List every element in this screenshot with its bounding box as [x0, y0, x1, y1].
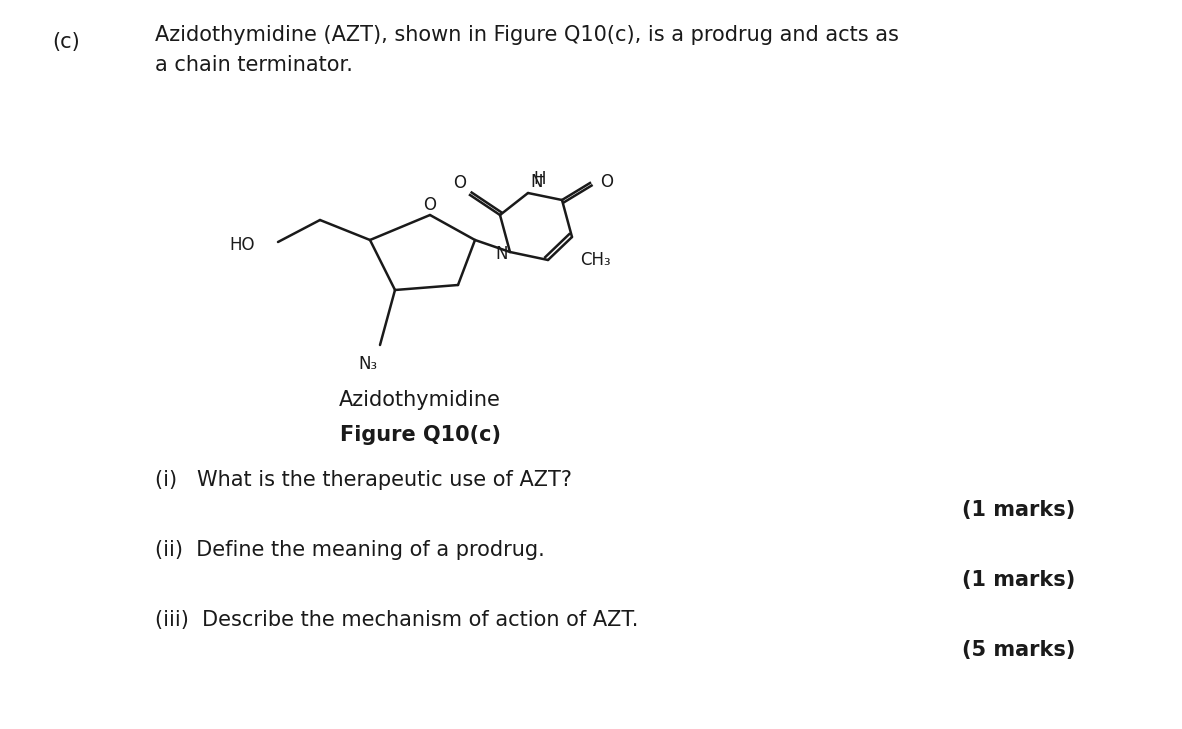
Text: (5 marks): (5 marks) [962, 640, 1074, 660]
Text: HO: HO [229, 236, 255, 254]
Text: (c): (c) [52, 32, 79, 52]
Text: N₃: N₃ [358, 355, 377, 373]
Text: (1 marks): (1 marks) [962, 570, 1074, 590]
Text: CH₃: CH₃ [580, 251, 611, 269]
Text: O: O [600, 173, 613, 191]
Text: (1 marks): (1 marks) [962, 500, 1074, 520]
Text: O: O [454, 174, 467, 192]
Text: H: H [534, 170, 546, 188]
Text: O: O [423, 196, 436, 214]
Text: Azidothymidine: Azidothymidine [339, 390, 501, 410]
Text: N: N [530, 173, 543, 191]
Text: (i)   What is the therapeutic use of AZT?: (i) What is the therapeutic use of AZT? [155, 470, 572, 490]
Text: N: N [495, 245, 508, 263]
Text: (iii)  Describe the mechanism of action of AZT.: (iii) Describe the mechanism of action o… [155, 610, 638, 630]
Text: Figure Q10(c): Figure Q10(c) [339, 425, 500, 445]
Text: (ii)  Define the meaning of a prodrug.: (ii) Define the meaning of a prodrug. [155, 540, 545, 560]
Text: Azidothymidine (AZT), shown in Figure Q10(c), is a prodrug and acts as: Azidothymidine (AZT), shown in Figure Q1… [155, 25, 898, 45]
Text: a chain terminator.: a chain terminator. [155, 55, 353, 75]
